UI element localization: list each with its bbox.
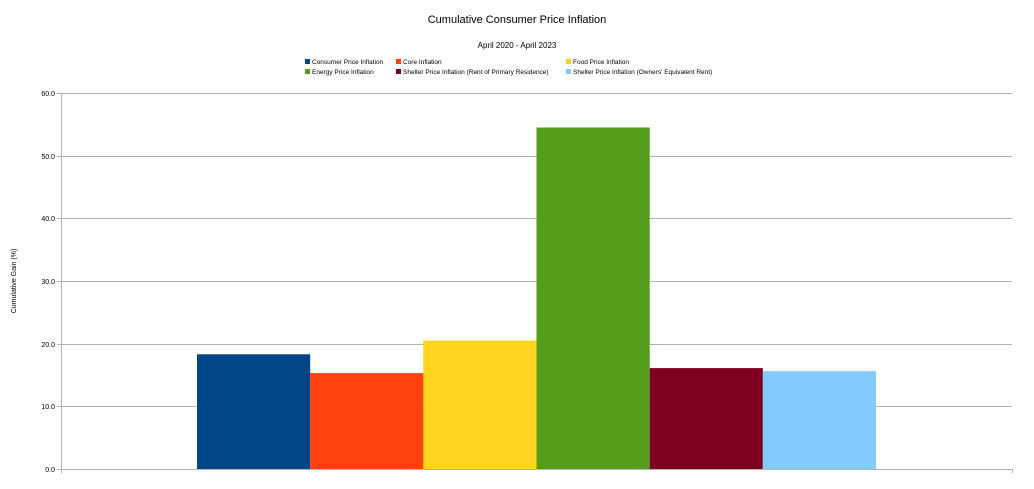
- chart-title: Cumulative Consumer Price Inflation: [428, 14, 607, 26]
- bars: [197, 127, 876, 469]
- legend-label: Core Inflation: [403, 59, 442, 66]
- legend-label: Food Price Inflation: [573, 59, 629, 66]
- legend-label: Shelter Price Inflation (Rent of Primary…: [403, 69, 549, 76]
- legend-swatch: [396, 59, 401, 64]
- y-tick-label: 10.0: [41, 404, 55, 411]
- y-tick-label: 60.0: [41, 91, 55, 98]
- legend-label: Energy Price Inflation: [312, 69, 374, 76]
- bar-5: [649, 368, 763, 469]
- bar-6: [762, 371, 876, 469]
- legend-swatch: [566, 69, 571, 74]
- legend-swatch: [566, 59, 571, 64]
- legend-swatch: [305, 69, 310, 74]
- bar-2: [310, 373, 424, 469]
- legend-label: Consumer Price Inflation: [312, 59, 384, 66]
- bar-1: [197, 354, 311, 469]
- y-tick-label: 50.0: [41, 154, 55, 161]
- axes: 0.0 10.0 20.0 30.0 40.0 50.0 60.0: [41, 91, 1013, 474]
- y-tick-label: 0.0: [45, 467, 55, 474]
- legend-swatch: [396, 69, 401, 74]
- bar-4: [536, 127, 650, 469]
- y-tick-label: 30.0: [41, 279, 55, 286]
- y-tick-label: 40.0: [41, 216, 55, 223]
- chart-subtitle: April 2020 - April 2023: [478, 41, 557, 50]
- legend-swatch: [305, 59, 310, 64]
- y-axis-label: Cumulative Gain (%): [11, 249, 18, 314]
- legend: Consumer Price Inflation Core Inflation Fo…: [305, 59, 712, 76]
- y-tick-label: 20.0: [41, 342, 55, 349]
- bar-3: [423, 340, 537, 469]
- legend-label: Shelter Price Inflation (Owners' Equival…: [573, 69, 712, 76]
